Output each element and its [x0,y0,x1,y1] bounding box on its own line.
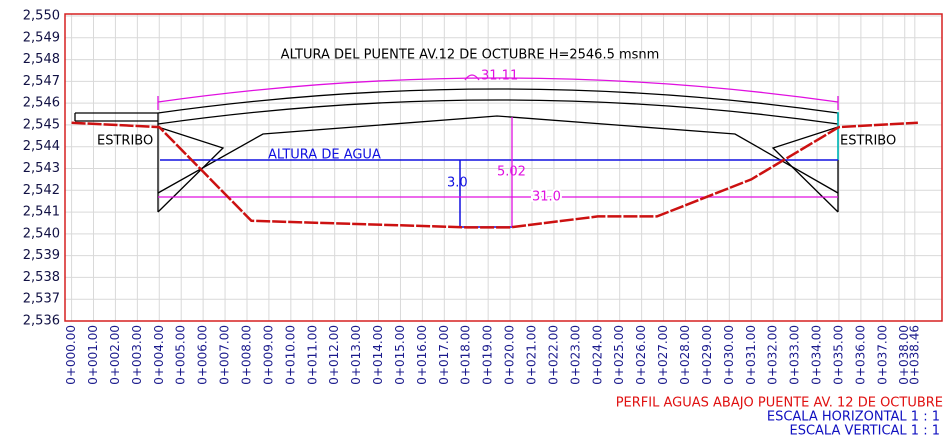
abutment-wing [157,126,225,213]
x-tick-label: 0+037.00 [875,325,889,385]
x-tick-label: 0+038.00 [897,325,911,385]
x-tick-label: 0+016.00 [415,325,429,385]
dim-label: 5.02 [497,165,526,180]
x-tick-label: 0+032.00 [766,325,780,385]
y-tick-label: 2,541 [23,205,60,220]
y-tick-label: 2,545 [23,117,60,132]
frame [64,13,943,322]
y-tick-label: 2,543 [23,161,60,176]
x-tick-label: 0+017.00 [437,325,451,385]
x-tick-label: 0+025.00 [612,325,626,385]
x-tick-label: 0+003.00 [130,325,144,385]
x-tick-label: 0+029.00 [700,325,714,385]
y-tick-label: 2,547 [23,74,60,89]
y-tick-label: 2,544 [23,139,60,154]
arc-dim [157,77,839,103]
y-tick-label: 2,537 [23,292,60,307]
y-tick-label: 2,542 [23,183,60,198]
x-tick-label: 0+006.00 [196,325,210,385]
x-tick-label: 0+034.00 [810,325,824,385]
label: ALTURA DE AGUA [268,148,381,163]
terrain-profile [71,121,918,229]
dim-label: 31.11 [481,69,518,84]
label: ESTRIBO [97,134,153,149]
x-tick-label: 0+028.00 [678,325,692,385]
title: ALTURA DEL PUENTE AV.12 DE OCTUBRE H=254… [281,48,660,63]
soffit [157,115,839,194]
y-tick-label: 2,539 [23,248,60,263]
y-tick-label: 2,538 [23,270,60,285]
footer-scale: ESCALA VERTICAL 1 : 1 [789,424,940,438]
x-tick-label: 0+019.00 [481,325,495,385]
deck-bottom [157,99,839,125]
x-tick-label: 0+030.00 [722,325,736,385]
y-tick-label: 2,536 [23,314,60,329]
x-tick-label: 0+001.00 [86,325,100,385]
x-tick-label: 0+015.00 [393,325,407,385]
x-tick-label: 0+002.00 [108,325,122,385]
x-tick-label: 0+024.00 [590,325,604,385]
x-tick-label: 0+020.00 [503,325,517,385]
x-tick-label: 0+012.00 [327,325,341,385]
x-tick-label: 0+033.00 [788,325,802,385]
x-tick-label: 0+035.00 [831,325,845,385]
x-tick-label: 0+031.00 [744,325,758,385]
x-tick-label: 0+022.00 [546,325,560,385]
x-tick-label: 0+005.00 [174,325,188,385]
x-tick-label: 0+036.00 [853,325,867,385]
y-tick-label: 2,540 [23,226,60,241]
footer-title: PERFIL AGUAS ABAJO PUENTE AV. 12 DE OCTU… [616,396,943,411]
x-tick-label: 0+000.00 [64,325,78,385]
x-tick-label: 0+011.00 [305,325,319,385]
y-tick-label: 2,546 [23,96,60,111]
deck-top [157,88,839,114]
dim-label: 3.0 [447,176,468,191]
label: ESTRIBO [840,134,896,149]
y-tick-label: 2,550 [23,9,60,24]
abutment-wing [771,126,839,213]
y-tick-label: 2,549 [23,30,60,45]
x-tick-label: 0+023.00 [568,325,582,385]
x-tick-label: 0+010.00 [283,325,297,385]
x-tick-label: 0+021.00 [525,325,539,385]
x-tick-label: 0+038.46 [907,325,921,385]
grid [65,14,942,322]
x-tick-label: 0+008.00 [239,325,253,385]
arc-symbol [464,74,480,81]
x-tick-label: 0+026.00 [634,325,648,385]
bridge-drawing [74,74,839,228]
x-tick-label: 0+013.00 [349,325,363,385]
y-tick-label: 2,548 [23,52,60,67]
footer-scale: ESCALA HORIZONTAL 1 : 1 [767,410,940,425]
x-tick-label: 0+027.00 [656,325,670,385]
x-tick-label: 0+014.00 [371,325,385,385]
x-tick-label: 0+009.00 [261,325,275,385]
x-tick-label: 0+007.00 [218,325,232,385]
x-tick-label: 0+004.00 [152,325,166,385]
x-tick-label: 0+018.00 [459,325,473,385]
dim-label: 31.0 [532,190,561,205]
